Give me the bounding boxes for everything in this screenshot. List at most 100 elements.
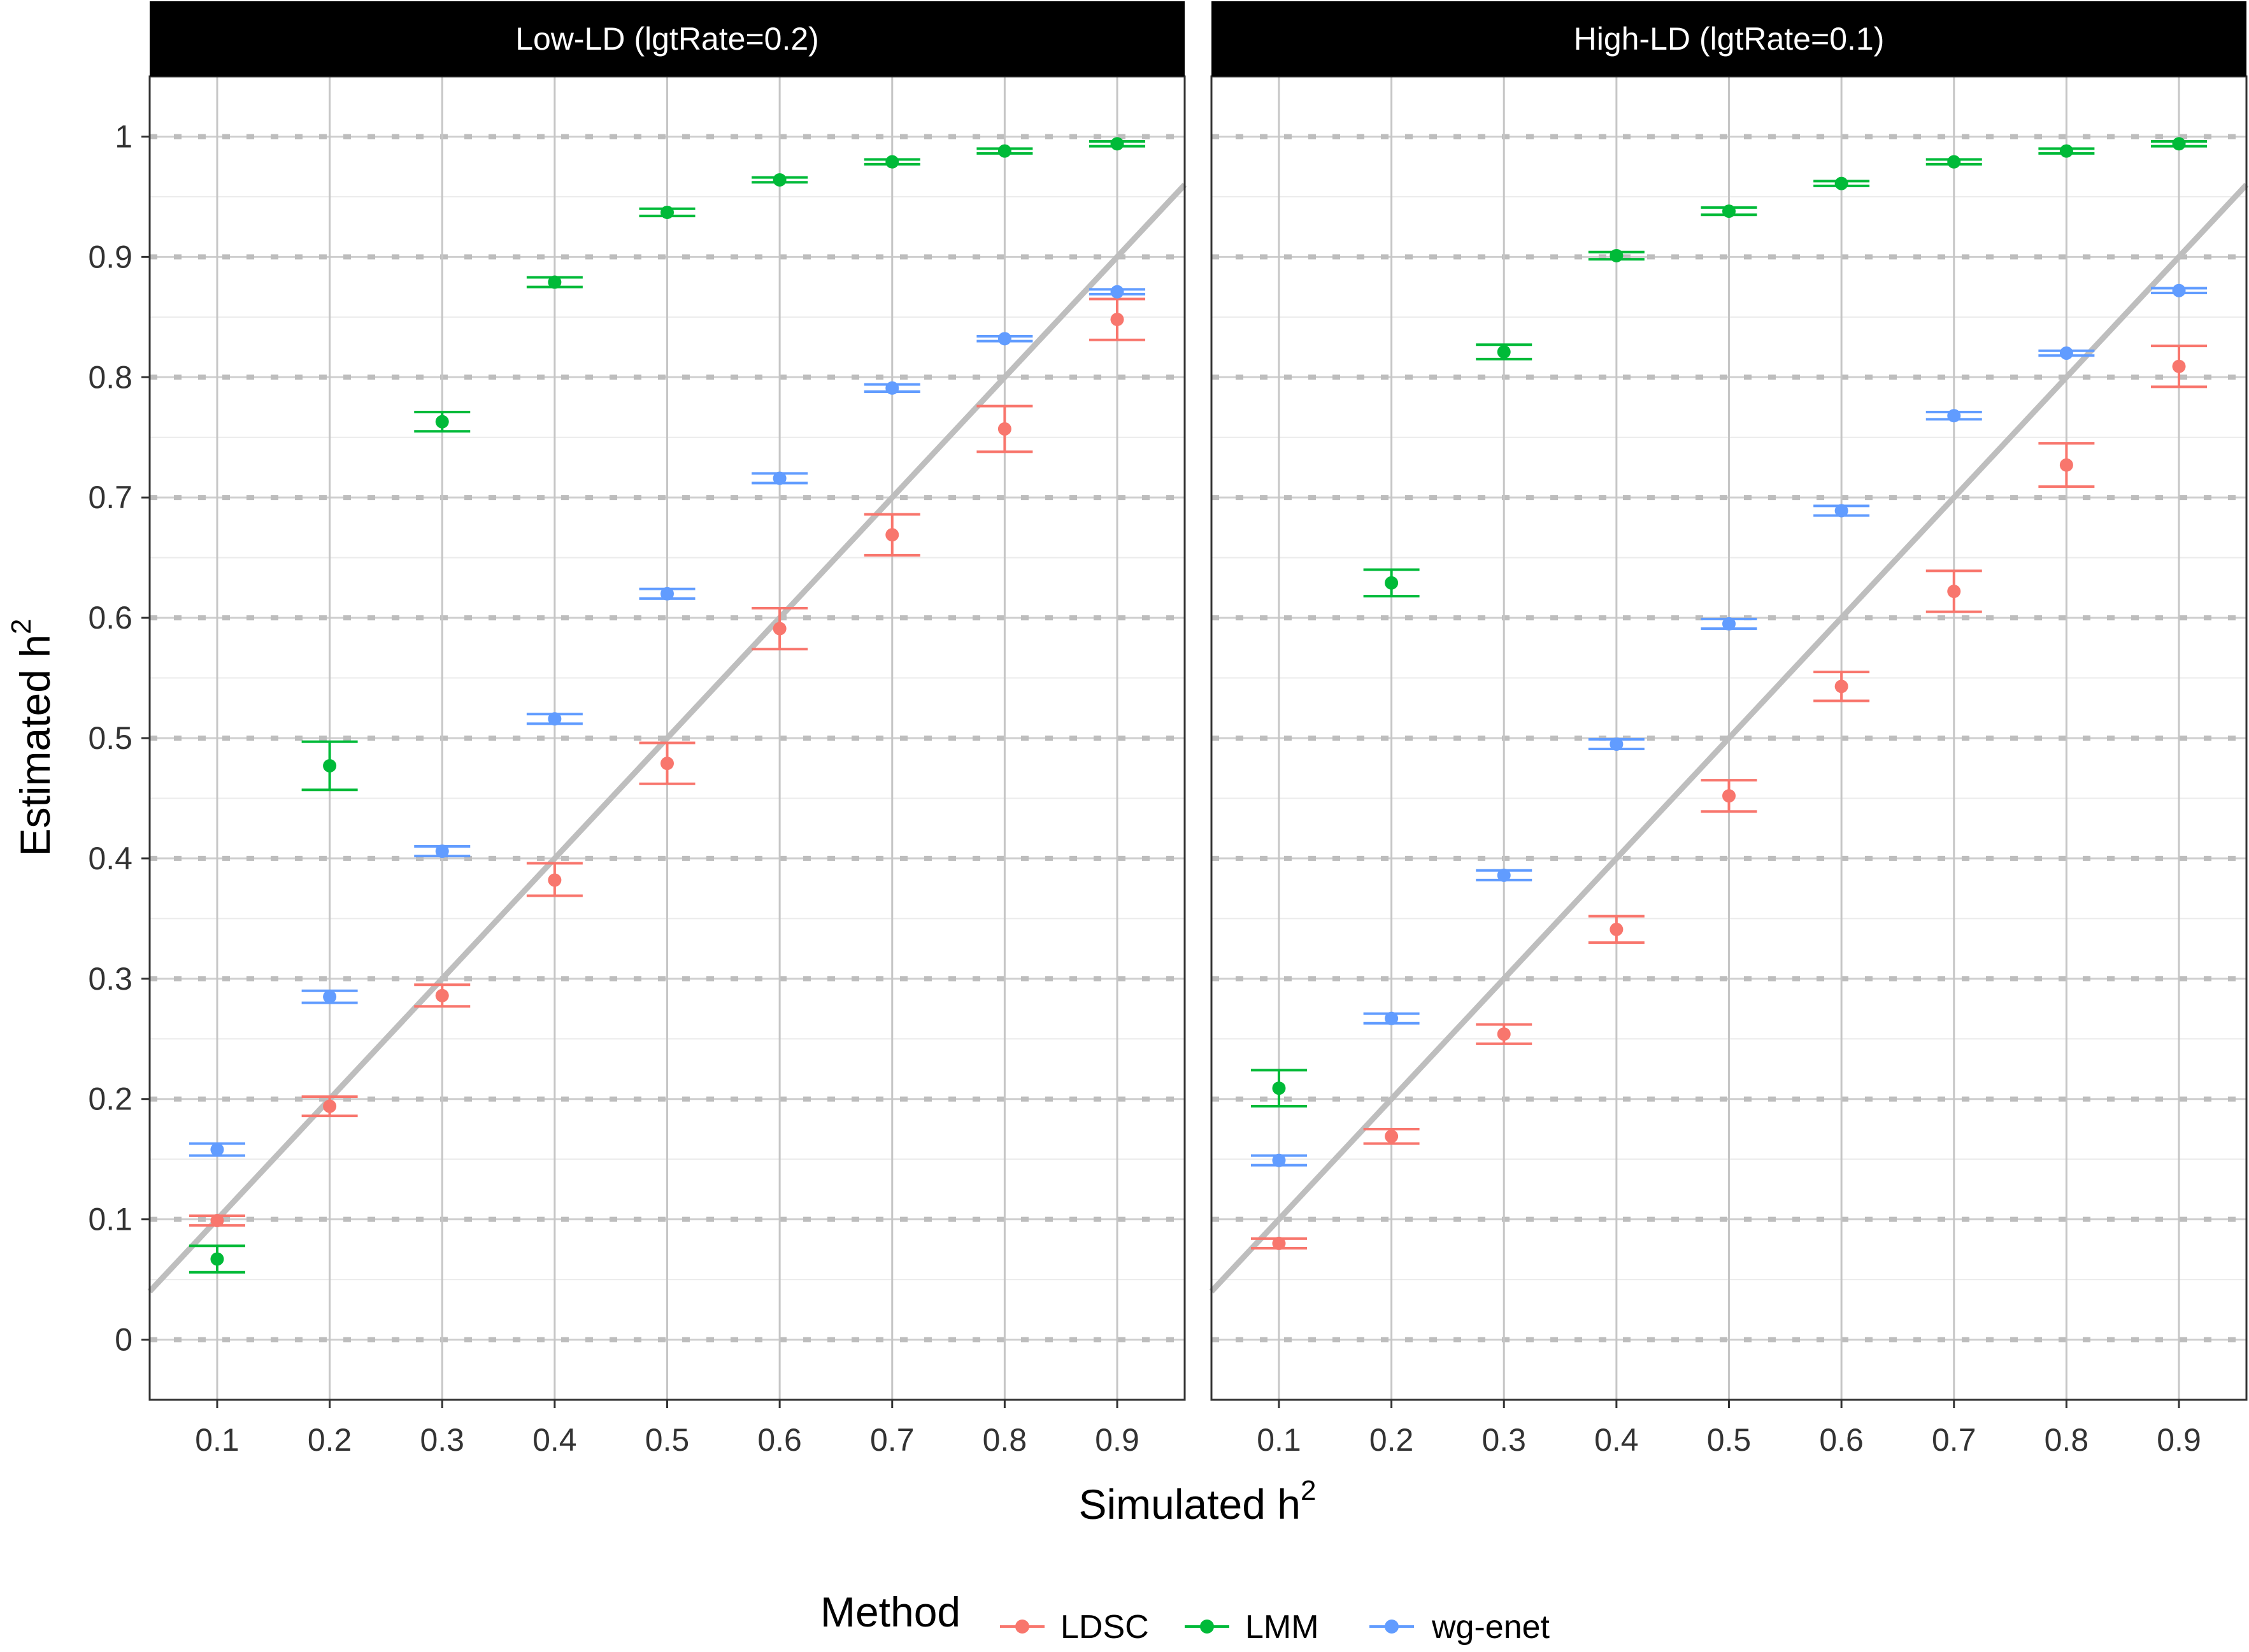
data-point — [210, 1214, 224, 1228]
x-tick-label: 0.8 — [2045, 1422, 2089, 1458]
x-tick-label: 0.1 — [195, 1422, 239, 1458]
data-point — [885, 381, 899, 395]
data-point — [660, 205, 674, 219]
strip-title: Low-LD (lgtRate=0.2) — [515, 21, 819, 57]
y-tick-label: 0.2 — [88, 1081, 132, 1117]
y-axis-title: Estimated h2 — [6, 619, 59, 857]
data-point — [323, 1099, 337, 1113]
data-point — [1947, 409, 1961, 423]
x-tick-label: 0.4 — [1594, 1422, 1639, 1458]
x-tick-label: 0.2 — [1369, 1422, 1414, 1458]
data-point — [1610, 248, 1624, 262]
data-point — [210, 1143, 224, 1157]
data-point — [548, 873, 562, 887]
data-point — [660, 587, 674, 601]
data-point — [323, 758, 337, 773]
legend-key-point — [1015, 1620, 1029, 1634]
data-point — [2172, 137, 2186, 151]
data-point — [773, 471, 787, 485]
data-point — [1110, 137, 1124, 151]
y-tick-label: 0.7 — [88, 480, 132, 515]
data-point — [2172, 359, 2186, 373]
data-point — [1385, 1129, 1399, 1143]
data-point — [1722, 789, 1736, 803]
y-tick-label: 0.3 — [88, 961, 132, 997]
data-point — [1110, 313, 1124, 327]
series-wg-enet — [189, 285, 1146, 1157]
data-point — [1947, 585, 1961, 599]
x-tick-label: 0.5 — [645, 1422, 690, 1458]
y-tick-label: 0 — [115, 1322, 132, 1358]
x-tick-label: 0.2 — [308, 1422, 352, 1458]
data-point — [997, 332, 1011, 346]
data-point — [1722, 204, 1736, 218]
data-point — [1385, 576, 1399, 590]
data-point — [1834, 680, 1848, 694]
legend-key-point — [1385, 1620, 1399, 1634]
x-tick-label: 0.8 — [983, 1422, 1027, 1458]
y-tick-label: 0.9 — [88, 239, 132, 274]
reference-line — [147, 182, 1187, 1294]
data-point — [1947, 155, 1961, 169]
series-ldsc — [189, 297, 1146, 1228]
data-point — [997, 422, 1011, 436]
data-point — [885, 528, 899, 542]
y-axis-title-group: Estimated h2 — [6, 619, 59, 857]
series-ldsc — [1250, 345, 2208, 1250]
legend-title: Method — [820, 1588, 960, 1635]
x-tick-label: 0.6 — [757, 1422, 802, 1458]
panel-1: Low-LD (lgtRate=0.2) 0.1 0.2 0.3 0.4 0.5 0.6 0.… — [147, 1, 1187, 1458]
data-point — [1834, 176, 1848, 190]
data-point — [1385, 1011, 1399, 1025]
data-point — [1722, 617, 1736, 631]
legend-label: LMM — [1245, 1609, 1319, 1646]
data-point — [323, 990, 337, 1004]
x-tick-label: 0.7 — [1932, 1422, 1976, 1458]
y-tick-label: 0.1 — [88, 1202, 132, 1237]
x-axis-title-sup: 2 — [1301, 1475, 1316, 1506]
x-tick-label: 0.6 — [1819, 1422, 1864, 1458]
data-point — [1110, 285, 1124, 299]
data-point — [435, 844, 449, 858]
data-point — [2172, 283, 2186, 297]
y-tick-label: 0.8 — [88, 359, 132, 395]
data-point — [1272, 1153, 1286, 1167]
data-point — [2059, 346, 2073, 360]
legend-key-point — [1200, 1620, 1214, 1634]
reference-line — [1209, 182, 2249, 1294]
x-tick-label: 0.7 — [870, 1422, 915, 1458]
data-point — [548, 275, 562, 289]
data-point — [435, 988, 449, 1002]
data-point — [1497, 345, 1511, 359]
data-point — [997, 144, 1011, 158]
data-point — [1272, 1081, 1286, 1095]
y-axis-title-sup: 2 — [6, 619, 37, 634]
x-tick-label: 0.4 — [532, 1422, 577, 1458]
data-point — [773, 622, 787, 636]
series-lmm — [1250, 137, 2208, 1108]
strip-header — [150, 1, 1185, 76]
data-point — [1497, 868, 1511, 882]
y-tick-label: 1 — [115, 118, 132, 154]
x-tick-label: 0.9 — [1095, 1422, 1139, 1458]
x-tick-label: 0.9 — [2157, 1422, 2201, 1458]
data-point — [1272, 1236, 1286, 1250]
series-lmm — [189, 137, 1146, 1274]
y-tick-label: 0.4 — [88, 841, 132, 876]
legend-label: LDSC — [1060, 1609, 1149, 1646]
x-tick-label: 0.1 — [1257, 1422, 1301, 1458]
data-point — [210, 1252, 224, 1266]
x-tick-label: 0.3 — [1481, 1422, 1526, 1458]
data-point — [660, 757, 674, 771]
legend: Method LDSC LMM wg-enet — [820, 1588, 1550, 1646]
panel-2: High-LD (lgtRate=0.1) 0.1 0.2 0.3 0.4 0.5 0.6 0… — [1209, 1, 2249, 1458]
x-axis-title: Simulated h2 — [1078, 1475, 1316, 1528]
strip-title: High-LD (lgtRate=0.1) — [1574, 21, 1885, 57]
data-point — [1610, 737, 1624, 751]
x-tick-label: 0.3 — [420, 1422, 464, 1458]
strip-header — [1211, 1, 2246, 76]
data-point — [2059, 144, 2073, 158]
data-point — [2059, 458, 2073, 472]
